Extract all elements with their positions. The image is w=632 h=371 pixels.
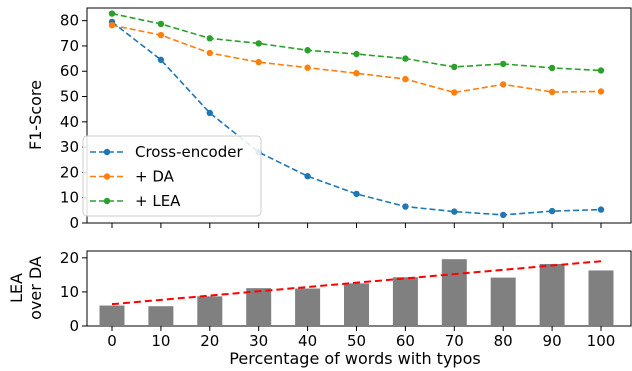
bar: [441, 259, 467, 326]
data-point: [206, 35, 213, 42]
top-y-tick-label: 50: [60, 88, 79, 106]
legend-marker: [103, 197, 111, 205]
legend-label: + LEA: [135, 192, 181, 210]
data-point: [548, 88, 556, 96]
bar: [246, 288, 272, 326]
bar: [197, 296, 223, 326]
bar: [588, 270, 614, 326]
x-tick-label: 10: [151, 332, 170, 350]
bottom-y-tick-label: 0: [69, 317, 79, 335]
f1-score-line-chart: 0 10 20 30 40 50 60 70 80 F1-Score Cross-encoder…: [26, 7, 632, 232]
data-point: [255, 40, 262, 47]
data-point: [548, 207, 556, 215]
bottom-y-tick-label: 20: [60, 249, 79, 267]
data-point: [304, 47, 311, 54]
x-tick-label: 0: [107, 332, 117, 350]
data-point: [157, 20, 165, 28]
bar: [490, 277, 516, 326]
bar: [539, 263, 565, 326]
data-point: [157, 31, 165, 39]
legend-box: [82, 135, 262, 217]
data-point: [157, 56, 165, 64]
top-y-tick-label: 60: [60, 62, 79, 80]
legend-marker: [103, 148, 111, 156]
data-point: [500, 81, 507, 88]
bar: [148, 306, 174, 326]
top-y-tick-label: 40: [60, 113, 79, 131]
data-point: [353, 190, 360, 198]
x-tick-label: 30: [249, 332, 268, 350]
legend-label: + DA: [135, 168, 175, 186]
x-tick-label: 60: [396, 332, 415, 350]
y-axis-label-over-da: over DA: [26, 256, 45, 320]
bar: [392, 277, 418, 326]
data-point: [500, 60, 507, 68]
top-y-tick-label: 10: [60, 189, 79, 207]
data-point: [255, 58, 262, 66]
legend-marker: [103, 173, 111, 180]
data-point: [402, 55, 409, 62]
data-point: [353, 50, 360, 58]
y-axis-label-f1: F1-Score: [26, 80, 45, 150]
y-axis-label-lea: LEA: [7, 273, 26, 303]
top-y-tick-label: 30: [60, 138, 79, 156]
x-tick-label: 90: [543, 332, 562, 350]
data-point: [451, 89, 458, 96]
bar: [295, 288, 321, 326]
data-point: [402, 75, 409, 83]
trend-line: [111, 260, 602, 306]
data-point: [597, 206, 605, 213]
x-tick-label: 20: [200, 332, 219, 350]
top-y-tick-label: 20: [60, 163, 79, 181]
x-tick-label: 50: [347, 332, 366, 350]
series-line: [111, 12, 602, 72]
top-y-tick-label: 70: [60, 37, 79, 55]
data-point: [108, 22, 116, 29]
data-point: [402, 203, 409, 210]
x-axis-label: Percentage of words with typos: [229, 349, 480, 368]
x-tick-label: 100: [587, 332, 616, 350]
data-point: [451, 208, 458, 215]
top-y-tick-label: 80: [60, 12, 79, 30]
top-y-tick-label: 0: [69, 214, 79, 232]
data-point: [206, 49, 213, 57]
data-point: [108, 10, 116, 17]
bar: [344, 283, 369, 326]
bottom-y-tick-label: 10: [60, 283, 79, 301]
bar: [99, 305, 125, 326]
x-tick-label: 70: [445, 332, 464, 350]
data-point: [206, 109, 213, 117]
data-point: [353, 70, 360, 77]
x-tick-label: 80: [494, 332, 513, 350]
data-point: [451, 63, 458, 71]
data-point: [597, 88, 605, 95]
data-point: [304, 173, 311, 180]
legend: Cross-encoder + DA + LEA: [82, 135, 262, 217]
data-point: [597, 67, 605, 74]
x-tick-label: 40: [298, 332, 317, 350]
top-plot-area: [86, 7, 632, 224]
data-point: [548, 64, 556, 72]
data-point: [500, 211, 507, 219]
data-point: [304, 64, 311, 71]
legend-label: Cross-encoder: [135, 143, 243, 161]
lea-over-da-bar-chart: 0 10 20 0 10 20 30 40 50 60 70 80 90 100 LEA over DA…: [7, 249, 632, 368]
series-line: [111, 21, 602, 216]
series-line: [111, 24, 602, 94]
